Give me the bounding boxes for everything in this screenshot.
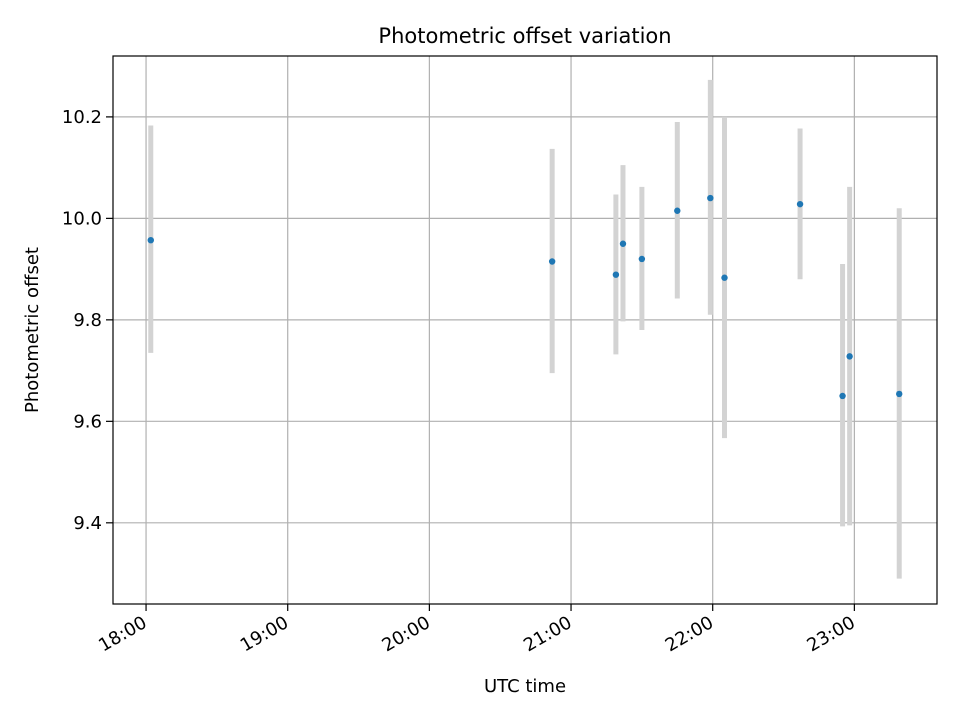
- y-tick-label: 9.8: [73, 310, 102, 331]
- x-axis-label: UTC time: [484, 676, 566, 697]
- y-tick-label: 9.6: [73, 411, 102, 432]
- data-point: [548, 258, 556, 265]
- y-tick-label: 9.4: [73, 513, 102, 534]
- data-point: [796, 200, 804, 208]
- data-point: [707, 194, 714, 202]
- data-point: [896, 390, 903, 398]
- data-point: [721, 274, 728, 281]
- data-point: [839, 392, 846, 400]
- data-point: [846, 353, 853, 360]
- data-point: [619, 240, 627, 247]
- data-points: [147, 194, 903, 400]
- y-axis: 9.4 9.6 9.8 10.0 10.2: [62, 107, 113, 534]
- y-tick-label: 10.2: [62, 107, 102, 128]
- data-point: [638, 255, 646, 263]
- data-point: [674, 207, 681, 214]
- plot-frame: [112, 55, 938, 605]
- data-point: [612, 271, 620, 278]
- chart-title: Photometric offset variation: [378, 24, 671, 48]
- data-point: [147, 236, 154, 244]
- y-tick-label: 10.0: [62, 208, 102, 229]
- y-axis-label: Photometric offset: [22, 247, 43, 413]
